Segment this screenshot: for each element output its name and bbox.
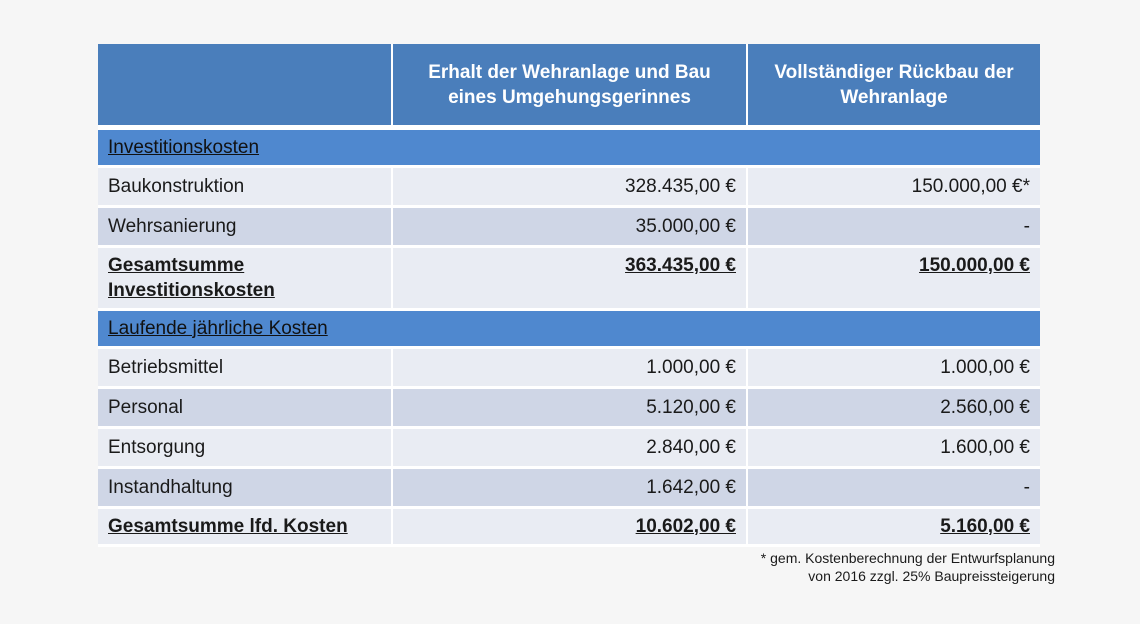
header-blank-cell (98, 44, 391, 130)
row-label: Baukonstruktion (98, 168, 391, 208)
table-row: Entsorgung 2.840,00 € 1.600,00 € (98, 429, 1040, 469)
value-option-a: 328.435,00 € (391, 168, 746, 208)
header-option-a: Erhalt der Wehranlage und Bau eines Umge… (391, 44, 746, 130)
value-option-b: 150.000,00 €* (746, 168, 1040, 208)
row-label: Instandhaltung (98, 469, 391, 509)
total-option-b: 150.000,00 € (919, 255, 1030, 276)
cost-comparison-table: Erhalt der Wehranlage und Bau eines Umge… (98, 44, 1040, 547)
total-option-a: 10.602,00 € (635, 515, 736, 537)
row-label: Betriebsmittel (98, 349, 391, 389)
row-label: Wehrsanierung (98, 208, 391, 248)
total-option-b: 5.160,00 € (940, 515, 1030, 537)
table-row: Baukonstruktion 328.435,00 € 150.000,00 … (98, 168, 1040, 208)
section-title-running: Laufende jährliche Kosten (108, 317, 328, 339)
value-option-b: - (746, 469, 1040, 509)
value-option-a: 5.120,00 € (391, 389, 746, 429)
value-option-a: 2.840,00 € (391, 429, 746, 469)
value-option-a: 1.000,00 € (391, 349, 746, 389)
value-option-b: - (746, 208, 1040, 248)
table-row: Wehrsanierung 35.000,00 € - (98, 208, 1040, 248)
value-option-b: 2.560,00 € (746, 389, 1040, 429)
total-label: Gesamtsumme Investitionskosten (108, 255, 275, 301)
header-option-b: Vollständiger Rückbau der Wehranlage (746, 44, 1040, 130)
total-row-investment: Gesamtsumme Investitionskosten 363.435,0… (98, 248, 1040, 311)
footnote: * gem. Kostenberechnung der Entwurfsplan… (761, 549, 1055, 585)
value-option-a: 1.642,00 € (391, 469, 746, 509)
section-row-running: Laufende jährliche Kosten (98, 311, 1040, 349)
total-row-running: Gesamtsumme lfd. Kosten 10.602,00 € 5.16… (98, 509, 1040, 547)
value-option-a: 35.000,00 € (391, 208, 746, 248)
table-row: Instandhaltung 1.642,00 € - (98, 469, 1040, 509)
row-label: Personal (98, 389, 391, 429)
total-label: Gesamtsumme lfd. Kosten (108, 516, 348, 537)
section-row-investment: Investitionskosten (98, 130, 1040, 168)
value-option-b: 1.000,00 € (746, 349, 1040, 389)
value-option-b: 1.600,00 € (746, 429, 1040, 469)
total-option-a: 363.435,00 € (625, 255, 736, 276)
table-row: Betriebsmittel 1.000,00 € 1.000,00 € (98, 349, 1040, 389)
table-header-row: Erhalt der Wehranlage und Bau eines Umge… (98, 44, 1040, 130)
row-label: Entsorgung (98, 429, 391, 469)
footnote-line-1: * gem. Kostenberechnung der Entwurfsplan… (760, 550, 1055, 566)
footnote-line-2: von 2016 zzgl. 25% Baupreissteigerung (808, 568, 1055, 584)
section-title-investment: Investitionskosten (108, 136, 260, 158)
table-row: Personal 5.120,00 € 2.560,00 € (98, 389, 1040, 429)
